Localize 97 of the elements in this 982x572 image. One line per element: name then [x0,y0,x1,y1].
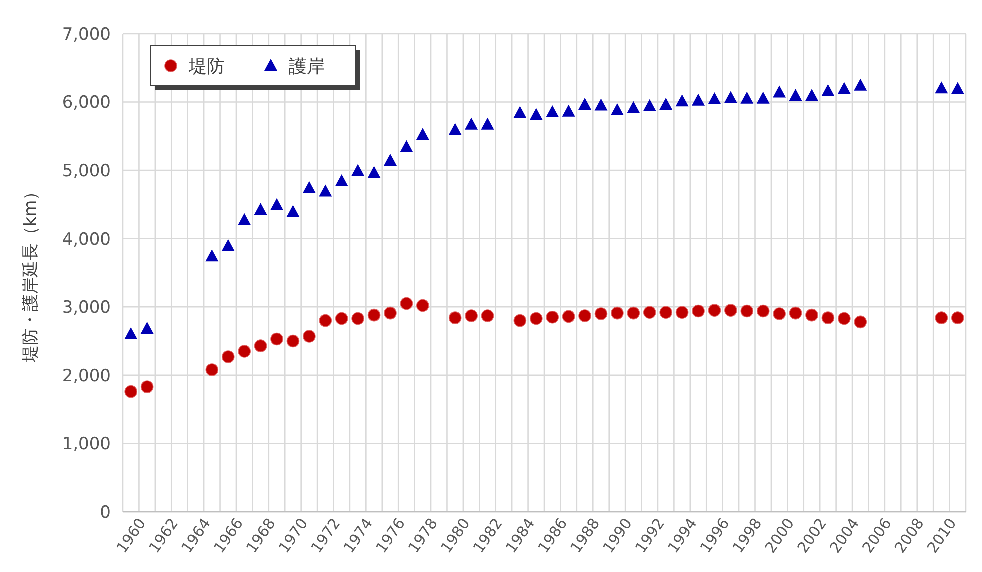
point [530,312,543,326]
point [400,140,414,152]
point [578,98,592,110]
point [822,312,835,324]
point [481,118,494,130]
point [789,306,802,320]
point [140,322,154,334]
point [352,164,365,176]
point [416,128,430,140]
point [724,304,738,317]
point [384,306,397,320]
y-tick-label: 1,000 [62,434,111,455]
point [530,108,543,120]
y-tick-label: 2,000 [62,366,111,386]
point [643,306,656,320]
point [724,91,738,104]
point [692,94,706,106]
point [514,106,527,118]
point [124,327,138,340]
point [773,86,786,98]
point [303,330,316,343]
point [335,174,348,186]
point [935,312,948,324]
point [562,310,576,324]
point [806,308,818,322]
y-tick-label: 4,000 [62,230,111,250]
point [854,316,868,329]
point [546,106,560,118]
point [286,334,300,348]
point [789,89,802,102]
point [562,104,576,117]
point [708,92,722,105]
point [660,98,673,110]
point [319,184,332,197]
legend-label: 堤防 [188,56,225,78]
point [838,312,851,326]
point [238,345,251,358]
point [594,98,608,111]
point [481,310,494,322]
point [448,312,462,324]
point [140,380,154,394]
point [854,78,868,91]
point [676,94,689,107]
point [270,332,284,346]
point [935,82,948,94]
point [610,103,624,116]
point [676,306,689,320]
point [708,304,722,317]
point [465,118,478,130]
point [352,312,364,326]
y-tick-label: 0 [100,502,111,523]
point [286,205,300,218]
point [822,84,835,96]
point [514,314,527,328]
point [805,89,818,102]
point [611,306,624,320]
point [254,203,268,216]
point [756,92,770,104]
y-tick-label: 5,000 [62,162,111,182]
y-tick-label: 7,000 [62,24,111,45]
point [740,92,754,104]
y-axis-title: 堤防・護岸延長（km） [21,183,41,364]
point [206,364,219,376]
point [692,304,705,318]
point [368,308,381,322]
point [416,299,430,312]
point [448,123,462,136]
point [546,310,560,324]
point [222,239,235,252]
point [384,154,397,166]
point [578,310,592,322]
point [627,101,640,114]
point [222,350,235,364]
point [335,312,348,326]
point [238,213,252,226]
point [465,310,478,322]
y-tick-label: 3,000 [62,298,111,318]
point [206,250,219,262]
point [773,308,786,320]
point [400,297,414,310]
point [319,314,332,328]
point [302,181,316,194]
point [627,306,640,320]
point [951,82,964,94]
point [951,312,964,324]
y-tick-label: 6,000 [62,93,111,114]
point [643,99,656,112]
point [660,306,672,320]
point [124,385,138,398]
point [594,308,608,320]
point [756,304,770,318]
point [368,166,381,178]
point [270,198,284,210]
point [838,82,851,94]
legend-label: 護岸 [289,56,325,78]
point [740,304,754,318]
point [254,340,268,352]
